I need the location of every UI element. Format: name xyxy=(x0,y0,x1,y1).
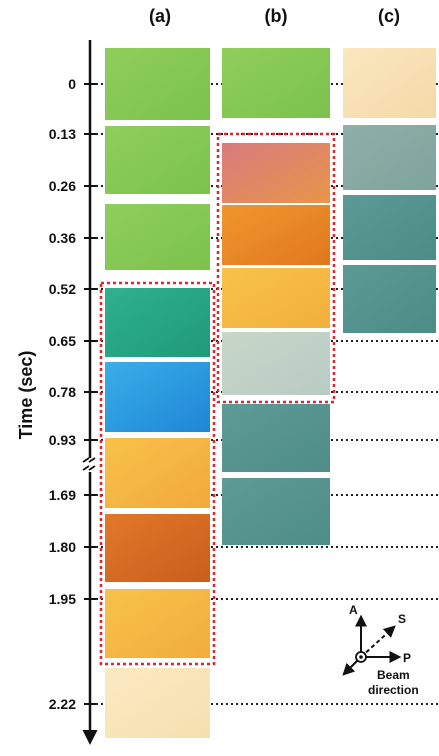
column-label: (b) xyxy=(265,6,288,26)
time-label: 2.22 xyxy=(49,696,76,712)
figure: (a) (b) (c) Time (sec) 0 0.13 0.26 0.36 0.52… xyxy=(0,0,439,751)
column-label: (a) xyxy=(149,6,171,26)
compass-label: P xyxy=(403,651,411,665)
column-label: (c) xyxy=(378,6,400,26)
micrograph-tile xyxy=(343,195,436,260)
compass: A S P Beam direction xyxy=(344,603,419,697)
micrograph-tile xyxy=(105,589,210,658)
micrograph-tile xyxy=(222,268,330,328)
micrograph-tile xyxy=(343,48,436,118)
micrograph-tile xyxy=(343,265,436,333)
time-label: 0.52 xyxy=(49,281,76,297)
micrograph-tile xyxy=(343,125,436,190)
micrograph-tile xyxy=(222,48,330,118)
time-labels: 0 0.13 0.26 0.36 0.52 0.65 0.78 0.93 1.69 1.80 1.9… xyxy=(49,76,76,712)
time-label: 0.65 xyxy=(49,333,76,349)
compass-label: direction xyxy=(368,683,419,697)
micrograph-tile xyxy=(222,478,330,545)
time-label: 0.78 xyxy=(49,384,76,400)
micrograph-tile xyxy=(105,288,210,357)
time-label: 0.26 xyxy=(49,178,76,194)
axis-label: Time (sec) xyxy=(16,351,36,440)
time-label: 1.95 xyxy=(49,591,76,607)
micrograph-tile xyxy=(222,205,330,265)
time-label: 0 xyxy=(68,76,76,92)
compass-label: Beam xyxy=(377,668,410,682)
micrograph-tile xyxy=(105,668,210,738)
micrograph-tile xyxy=(105,48,210,120)
micrograph-tile xyxy=(222,143,330,203)
time-label: 0.36 xyxy=(49,230,76,246)
time-label: 0.13 xyxy=(49,126,76,142)
micrograph-tile xyxy=(105,204,210,270)
micrograph-tile xyxy=(222,404,330,472)
compass-label: A xyxy=(349,603,358,617)
micrograph-tile xyxy=(105,514,210,582)
micrograph-tile xyxy=(222,332,330,395)
time-label: 1.69 xyxy=(49,487,76,503)
micrograph-tile xyxy=(105,362,210,432)
compass-label: S xyxy=(398,612,406,626)
micrograph-tile xyxy=(105,126,210,194)
time-label: 1.80 xyxy=(49,539,76,555)
time-label: 0.93 xyxy=(49,432,76,448)
micrograph-tile xyxy=(105,438,210,508)
